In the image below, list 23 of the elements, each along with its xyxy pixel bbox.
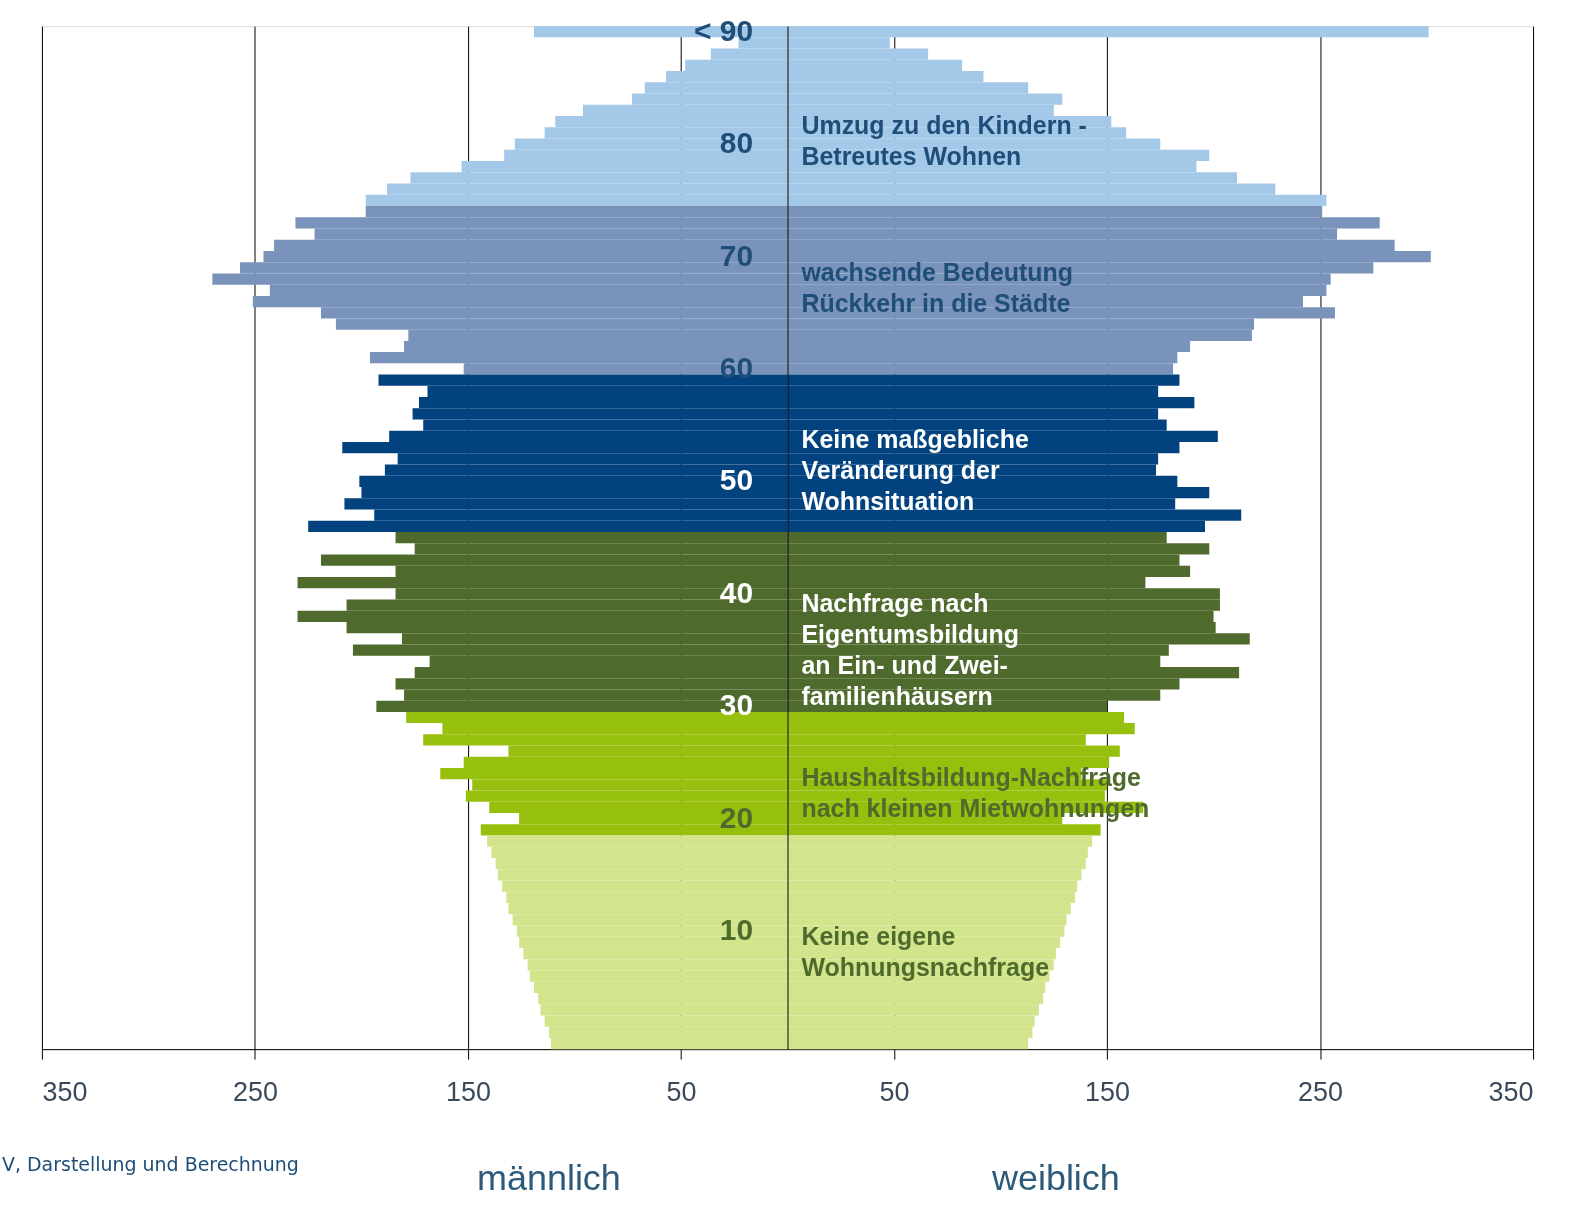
x-tick-label: 50: [666, 1076, 697, 1107]
y-tick-label: 30: [719, 688, 754, 722]
x-tick-label: 150: [1085, 1076, 1131, 1107]
text: männlich: [477, 1156, 621, 1198]
y-tick-label: 20: [719, 800, 754, 834]
y-tick-label: 50: [719, 463, 754, 497]
x-tick-label: 350: [42, 1076, 88, 1107]
annotation: wachsende Bedeutung Rückkehr in die Städte: [800, 257, 1074, 317]
annotation: Keine eigene Wohnungsnachfrage: [801, 922, 1050, 982]
x-tick-label: 250: [1298, 1076, 1344, 1107]
text: weiblich: [991, 1156, 1120, 1198]
y-tick-label: 10: [719, 913, 754, 947]
annotation: Nachfrage nach Eigentumsbildung an Ein- und Zwei- familienhäusern: [801, 588, 1019, 710]
y-tick-label: 80: [719, 126, 754, 160]
annotation: Keine maßgebliche Veränderung der Wohnsituation: [801, 425, 1029, 516]
x-tick-label: 350: [1488, 1076, 1534, 1107]
x-tick-label: 50: [879, 1076, 910, 1107]
x-tick-label: 250: [232, 1076, 278, 1107]
annotation: Umzug zu den Kindern - Betreutes Wohnen: [801, 110, 1087, 170]
y-tick-label: 40: [719, 575, 754, 609]
y-tick-label: 70: [719, 238, 754, 272]
text: V, Darstellung und Berechnung: [2, 1152, 299, 1175]
x-tick-label: 150: [445, 1076, 491, 1107]
